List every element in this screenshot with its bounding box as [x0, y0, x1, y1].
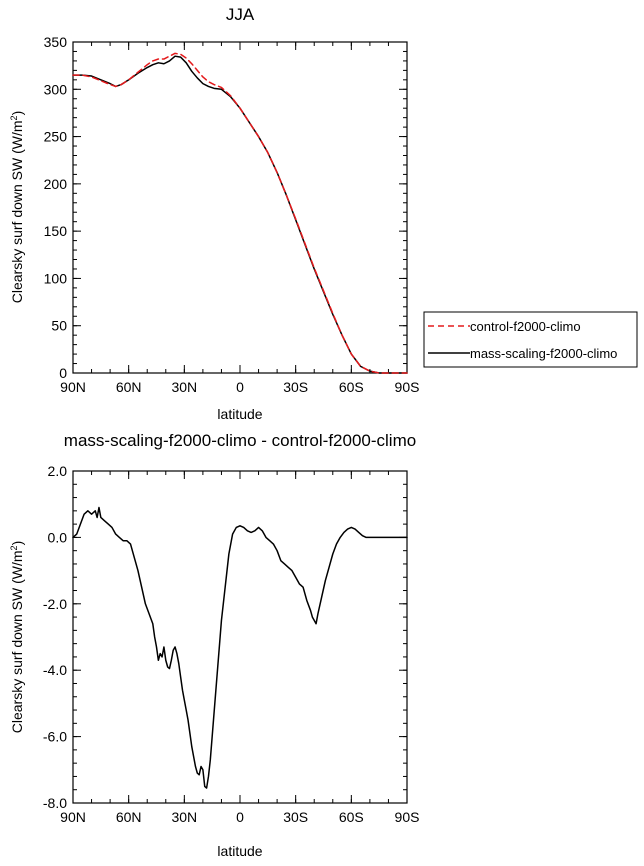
bottom-plot-frame — [72, 470, 408, 804]
top-axis-ticks — [72, 41, 408, 374]
bottom-y-axis-label-sup: 2 — [9, 545, 19, 550]
top-y-tick-label: 300 — [44, 81, 68, 97]
bottom-x-tick-label: 60S — [339, 809, 364, 825]
top-y-tick-label: 100 — [44, 270, 68, 286]
bottom-y-tick-label: 2.0 — [48, 463, 68, 479]
bottom-y-tick-label: 0.0 — [48, 529, 68, 545]
top-y-tick-label: 50 — [51, 318, 67, 334]
bottom-x-tick-label: 0 — [236, 809, 244, 825]
top-series-line-control-f2000-climo — [72, 52, 408, 374]
legend: control-f2000-climo mass-scaling-f2000-c… — [423, 311, 638, 368]
bottom-series-line-difference — [72, 506, 408, 789]
top-plot-frame — [72, 41, 408, 374]
bottom-x-axis-label: latitude — [217, 843, 262, 859]
bottom-series-lines — [72, 506, 408, 789]
bottom-y-tick-labels: -8.0 -6.0 -4.0 -2.0 0.0 2.0 — [43, 463, 67, 811]
top-y-axis-label-base: Clearsky surf down SW (W/m — [9, 120, 25, 303]
top-y-axis-label: Clearsky surf down SW (W/m2) — [9, 111, 25, 304]
top-y-axis-label-close: ) — [9, 111, 25, 116]
bottom-chart-title: mass-scaling-f2000-climo - control-f2000… — [64, 431, 416, 450]
legend-box — [423, 311, 638, 368]
top-y-tick-label: 200 — [44, 176, 68, 192]
top-x-tick-label: 90S — [395, 379, 420, 395]
bottom-x-tick-label: 60N — [116, 809, 142, 825]
bottom-x-tick-labels: 90N 60N 30N 0 30S 60S 90S — [60, 809, 419, 825]
bottom-y-tick-label: -8.0 — [43, 795, 67, 811]
top-chart-title: JJA — [226, 5, 255, 24]
top-panel: JJA 90N 60N 30N 0 30S 60S 90S 0 50 100 150 200 250 3… — [9, 5, 638, 422]
bottom-y-tick-label: -2.0 — [43, 596, 67, 612]
top-y-tick-label: 250 — [44, 129, 68, 145]
bottom-y-axis-label: Clearsky surf down SW (W/m2) — [9, 541, 25, 734]
bottom-panel: mass-scaling-f2000-climo - control-f2000… — [9, 431, 419, 859]
top-x-tick-label: 60N — [116, 379, 142, 395]
bottom-y-axis-label-base: Clearsky surf down SW (W/m — [9, 550, 25, 733]
bottom-y-tick-label: -6.0 — [43, 729, 67, 745]
bottom-y-axis-label-close: ) — [9, 541, 25, 546]
top-y-axis-label-sup: 2 — [9, 115, 19, 120]
top-y-tick-labels: 0 50 100 150 200 250 300 350 — [44, 34, 68, 381]
legend-label-control: control-f2000-climo — [470, 319, 581, 334]
top-y-tick-label: 150 — [44, 223, 68, 239]
bottom-x-tick-label: 30N — [171, 809, 197, 825]
top-y-tick-label: 350 — [44, 34, 68, 50]
legend-label-mass-scaling: mass-scaling-f2000-climo — [470, 346, 617, 361]
top-x-tick-label: 60S — [339, 379, 364, 395]
top-x-tick-labels: 90N 60N 30N 0 30S 60S 90S — [60, 379, 419, 395]
top-series-lines — [72, 52, 408, 374]
top-x-axis-label: latitude — [217, 406, 262, 422]
top-series-line-mass-scaling-f2000-climo — [72, 55, 408, 374]
top-x-tick-label: 30N — [171, 379, 197, 395]
top-x-tick-label: 30S — [283, 379, 308, 395]
bottom-y-tick-label: -4.0 — [43, 662, 67, 678]
top-x-tick-label: 0 — [236, 379, 244, 395]
top-x-tick-label: 90N — [60, 379, 86, 395]
bottom-x-tick-label: 30S — [283, 809, 308, 825]
bottom-x-tick-label: 90N — [60, 809, 86, 825]
bottom-x-tick-label: 90S — [395, 809, 420, 825]
top-y-tick-label: 0 — [59, 365, 67, 381]
bottom-axis-ticks — [72, 470, 408, 804]
